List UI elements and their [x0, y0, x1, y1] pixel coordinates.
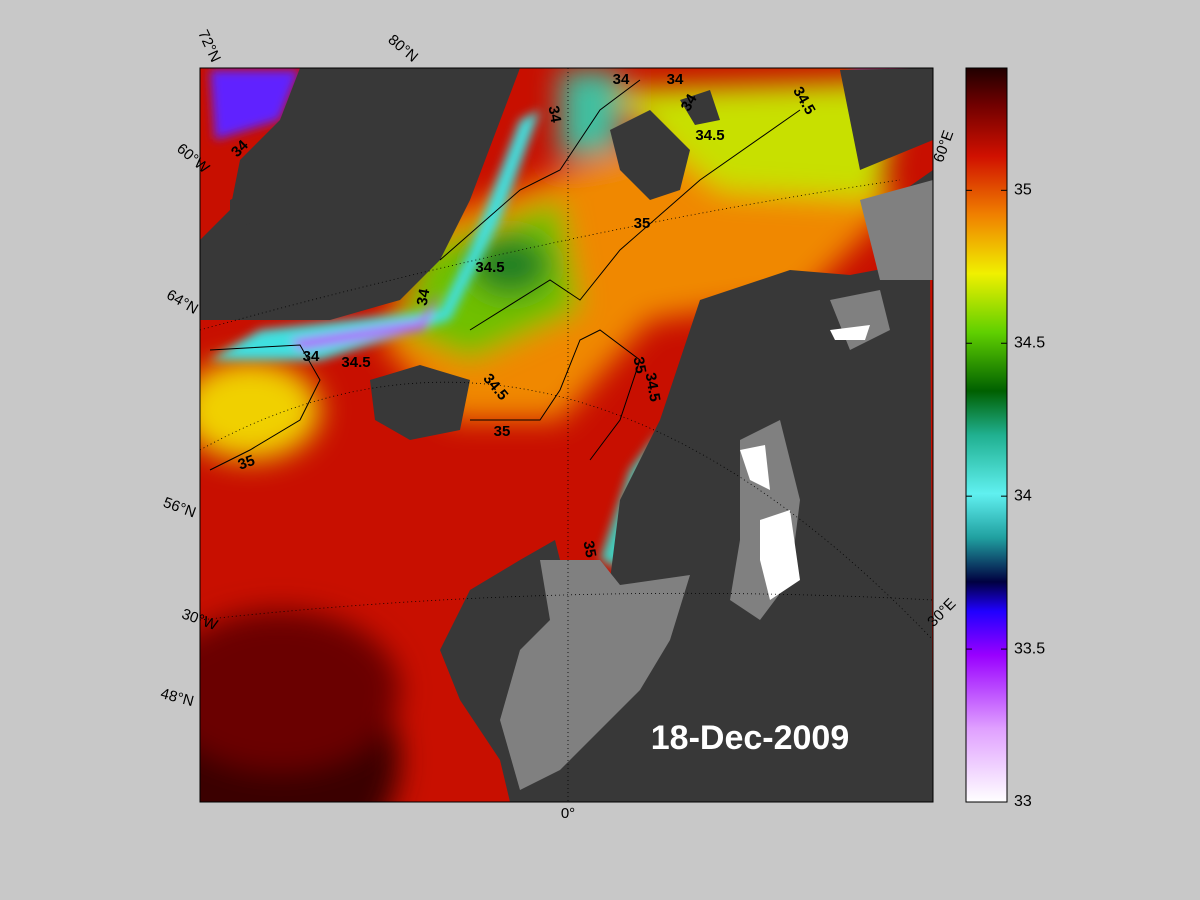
- salinity-field: [200, 70, 900, 802]
- contour-label: 34: [414, 287, 434, 307]
- colorbar: [965, 67, 1008, 803]
- graticule-label: 60°E: [930, 128, 957, 165]
- graticule-label: 56°N: [161, 494, 198, 521]
- contour-label: 35: [494, 423, 511, 440]
- colorbar-tick-label: 33.5: [1014, 640, 1045, 657]
- date-label: 18-Dec-2009: [651, 719, 849, 757]
- contour-label: 34: [303, 348, 320, 365]
- contours: [209, 79, 801, 471]
- contour-label: 34: [545, 105, 565, 125]
- contour-label: 34.5: [475, 259, 504, 276]
- contour-label: 35: [634, 215, 651, 232]
- graticule-label: 0°: [561, 805, 575, 822]
- ice: [740, 325, 870, 600]
- graticule-label: 72°N: [194, 27, 224, 65]
- graticule: [200, 68, 933, 802]
- graticule-label: 48°N: [159, 685, 196, 710]
- graticule-label: 64°N: [163, 286, 201, 317]
- contour-label: 34.5: [695, 127, 724, 144]
- colorbar-tick-label: 34: [1014, 487, 1032, 504]
- contour-label: 34: [667, 71, 684, 88]
- contour-label: 35: [580, 540, 600, 559]
- contour-label: 35: [630, 356, 650, 375]
- contour-label: 35: [236, 452, 257, 474]
- graticule-label: 80°N: [385, 31, 422, 66]
- map-frame: [199, 67, 934, 803]
- map: [200, 68, 933, 802]
- contour-label: 34: [613, 71, 630, 88]
- colorbar-tick-label: 34.5: [1014, 334, 1045, 351]
- contour-label: 34.5: [341, 354, 370, 371]
- contour-label: 34: [678, 91, 701, 115]
- colorbar-tick-label: 33: [1014, 793, 1032, 810]
- contour-label: 34.5: [642, 371, 664, 403]
- colorbar-tick-label: 35: [1014, 182, 1032, 199]
